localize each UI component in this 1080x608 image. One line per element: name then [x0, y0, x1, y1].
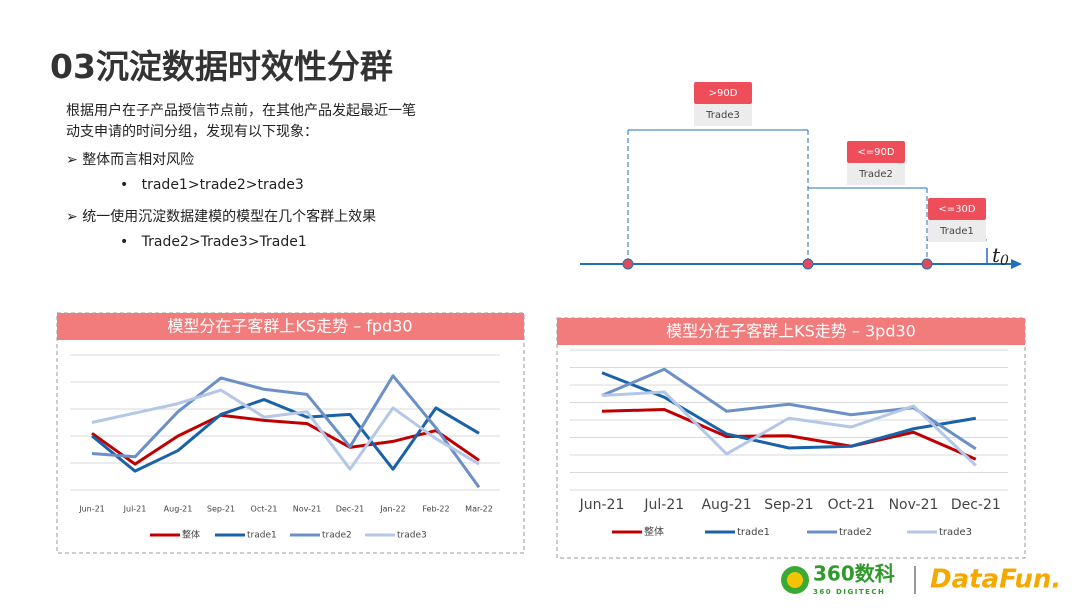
legend-label: 整体	[644, 525, 664, 538]
legend-label: trade2	[839, 527, 872, 538]
tag-box	[928, 198, 986, 220]
legend-label: trade1	[737, 527, 770, 538]
sub-bullet-text: Trade2>Trade3>Trade1	[141, 234, 307, 250]
x-tick-label: Nov-21	[293, 505, 321, 514]
brackets	[627, 129, 987, 264]
intro-line: 根据用户在子产品授信节点前，在其他产品发起最近一笔	[66, 103, 416, 119]
x-tick-label: Jun-21	[78, 505, 105, 514]
tag-box	[847, 141, 905, 163]
label-box	[847, 163, 905, 185]
x-tick-label: Aug-21	[164, 505, 193, 514]
x-tick-label: Aug-21	[701, 497, 751, 513]
chart-header	[557, 318, 1025, 345]
bullet-text: 统一使用沉淀数据建模的模型在几个客群上效果	[82, 209, 377, 225]
bullet: ➢ 统一使用沉淀数据建模的模型在几个客群上效果	[66, 209, 377, 225]
chart-header	[57, 313, 524, 340]
series-line	[91, 388, 480, 471]
label-text: Trade2	[858, 169, 893, 180]
tag-box	[694, 82, 752, 104]
label-box	[928, 220, 986, 242]
sub-bullet: • Trade2>Trade3>Trade1	[120, 234, 307, 250]
slide-title: 03沉淀数据时效性分群	[50, 47, 393, 86]
x-tick-label: Oct-21	[251, 505, 278, 514]
x-tick-label: Dec-21	[951, 497, 1001, 513]
label-text: Trade3	[705, 110, 740, 121]
label-box	[694, 104, 752, 126]
legend-label: trade3	[397, 531, 427, 541]
x-tick-label: Nov-21	[889, 497, 939, 513]
x-tick-label: Jan-22	[379, 505, 405, 514]
t-sub: 0	[1000, 253, 1009, 269]
logo-text: DataFun.	[930, 565, 1061, 595]
x-tick-label: Sep-21	[207, 505, 235, 514]
x-tick-label: Jun-21	[579, 497, 625, 513]
t-letter: t	[992, 243, 1001, 267]
intro-line: 动支申请的时间分组，发现有以下现象：	[66, 124, 318, 140]
sub-bullet: • trade1>trade2>trade3	[120, 177, 304, 193]
series-line	[91, 398, 480, 473]
sub-bullet-text: trade1>trade2>trade3	[141, 177, 304, 193]
x-tick-label: Feb-22	[422, 505, 449, 514]
series-line	[601, 390, 977, 467]
timeline-points	[622, 258, 933, 270]
logo-text: 360数科	[813, 562, 895, 586]
x-tick-label: Oct-21	[828, 497, 875, 513]
series-line	[601, 408, 977, 461]
tag-text: >90D	[709, 88, 738, 99]
t0-label: t0	[992, 243, 1009, 270]
label-text: Trade1	[939, 226, 974, 237]
legend-label: trade1	[247, 531, 277, 541]
arrow-head	[1011, 259, 1022, 269]
x-tick-label: Sep-21	[764, 497, 813, 513]
legend-label: 整体	[182, 529, 200, 541]
logo-icon	[787, 572, 803, 588]
x-tick-label: Mar-22	[465, 505, 493, 514]
legend-label: trade2	[322, 531, 352, 541]
x-tick-label: Dec-21	[336, 505, 365, 514]
chart-title: 模型分在子客群上KS走势 – fpd30	[167, 317, 412, 336]
legend-label: trade3	[939, 527, 972, 538]
tag-text: <=30D	[938, 204, 975, 215]
x-tick-label: Jul-21	[123, 505, 147, 514]
x-tick-label: Jul-21	[643, 497, 684, 513]
chart-frame	[56, 312, 525, 554]
tag-text: <=90D	[857, 147, 894, 158]
series-line	[601, 371, 977, 450]
chart-title: 模型分在子客群上KS走势 – 3pd30	[666, 322, 916, 341]
series-line	[91, 374, 481, 489]
bullet: ➢ 整体而言相对风险	[66, 152, 195, 168]
bullet-text: 整体而言相对风险	[82, 152, 195, 168]
logo-sub: 360 DIGITECH	[813, 588, 885, 596]
